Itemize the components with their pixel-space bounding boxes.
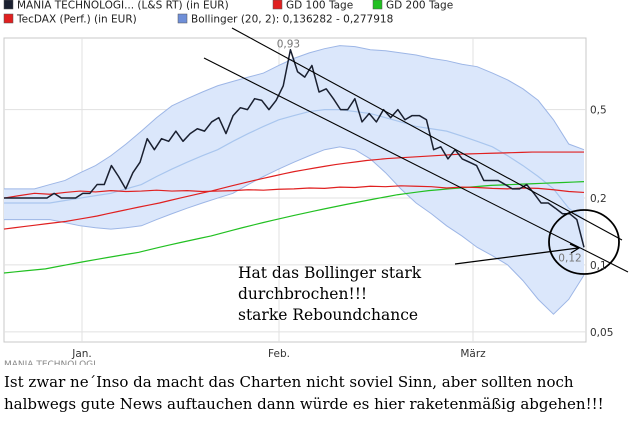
legend-swatch [272,0,283,10]
series-lines [3,48,585,274]
trend-line-lower [203,57,629,273]
annotation-line: Hat das Bollinger stark [238,264,422,282]
arrow-head [569,243,581,254]
legend: MANIA TECHNOLOGI... (L&S RT) (in EUR) GD … [3,0,453,26]
axis-labels: Jan. Feb. März 0,5 0,2 0,1 0,05 0,93 0,12 [71,39,613,360]
bollinger-lower-line [4,146,585,315]
chart-area: MANIA TECHNOLOGI... (L&S RT) (in EUR) GD … [3,0,629,360]
highlight-circle [548,209,620,275]
x-tick-label: Feb. [268,348,290,360]
legend-label: TecDAX (Perf.) (in EUR) [16,14,137,26]
legend-swatch [372,0,383,10]
gd100-line [3,151,584,230]
gd200-line [3,181,585,274]
legend-label: GD 200 Tage [386,0,453,12]
y-tick-label: 0,1 [590,260,607,272]
legend-swatch [3,13,14,24]
y-tick-label: 0,5 [590,105,607,117]
trend-line-upper [231,27,623,241]
cut-off-text: MANIA TECHNOLOGI... [4,360,105,365]
x-tick-label: Jan. [71,348,92,360]
annotation-line: starke Reboundchance [238,306,419,324]
tecdax-line [3,185,585,199]
x-tick-label: März [460,348,486,360]
annotation-text: Hat das Bollinger stark durchbrochen!!! … [238,263,468,326]
annotation-arrow [454,247,579,265]
annotation-line: durchbrochen!!! [238,285,368,303]
caption-line: halbwegs gute News auftauchen dann würde… [4,395,604,413]
caption-line: Ist zwar ne´Inso da macht das Charten ni… [4,373,574,391]
min-value-label: 0,12 [558,252,581,264]
max-value-label: 0,93 [277,39,300,51]
legend-label: MANIA TECHNOLOGI... (L&S RT) (in EUR) [17,0,229,12]
legend-swatch [3,0,14,10]
y-tick-label: 0,2 [590,193,607,205]
legend-swatch [177,13,188,24]
stock-price-line [4,48,585,248]
bollinger-fill [4,45,584,315]
legend-label: GD 100 Tage [286,0,353,12]
legend-label: Bollinger (20, 2): 0,136282 - 0,277918 [191,14,393,26]
caption-text: Ist zwar ne´Inso da macht das Charten ni… [4,371,636,415]
stock-chart: MANIA TECHNOLOGI... (L&S RT) (in EUR) GD … [3,0,629,360]
bollinger-middle-line [4,109,585,221]
y-tick-label: 0,05 [590,327,613,339]
trend-lines [203,27,629,275]
